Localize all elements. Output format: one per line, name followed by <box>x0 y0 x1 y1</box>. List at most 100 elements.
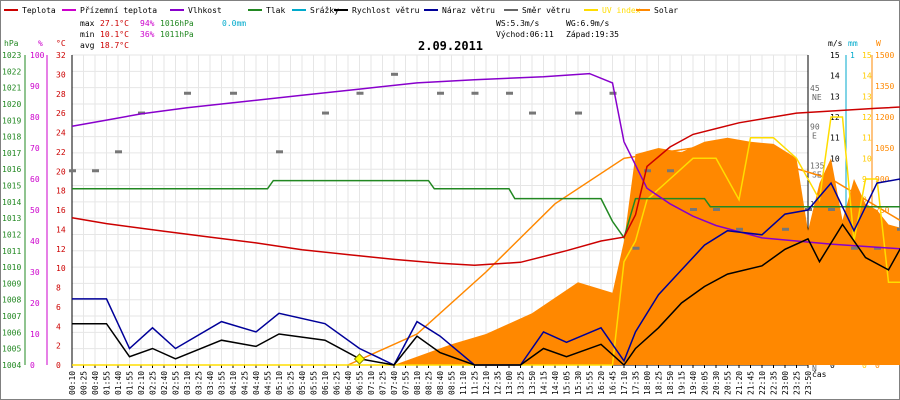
temp-tick-label: 6 <box>56 303 61 312</box>
wind-dir-mark <box>529 111 536 115</box>
temp-tick-label: 24 <box>56 129 66 138</box>
legend-label: Vlhkost <box>188 6 222 15</box>
x-tick-label: 04:25 <box>241 371 250 395</box>
sunset-stat: Západ:19:35 <box>566 30 619 39</box>
x-tick-label: 08:40 <box>436 371 445 395</box>
uv-tick-label: 14 <box>862 72 872 81</box>
x-tick-label: 16:45 <box>609 371 618 395</box>
hpa-tick-label: 1005 <box>2 345 21 354</box>
wind-gust-stat: WG:6.9m/s <box>566 19 610 28</box>
hum-tick-label: 10 <box>30 330 40 339</box>
legend-label: Směr větru <box>522 6 570 15</box>
w-tick-label: 1350 <box>875 82 894 91</box>
pressure-line <box>72 179 900 240</box>
x-tick-label: 23:00 <box>781 371 790 395</box>
x-tick-label: 04:40 <box>252 371 261 395</box>
min-hum: 36% <box>140 30 155 39</box>
temp-tick-label: 4 <box>56 322 61 331</box>
x-tick-label: 17:10 <box>620 371 629 395</box>
legend-label: Solar <box>654 6 678 15</box>
hpa-tick-label: 1008 <box>2 296 21 305</box>
hpa-tick-label: 1020 <box>2 100 21 109</box>
wind-gust-line <box>72 178 900 366</box>
x-tick-label: 07:25 <box>379 371 388 395</box>
x-tick-label: 08:10 <box>413 371 422 395</box>
hum-tick-label: 90 <box>30 82 40 91</box>
x-tick-label: 12:10 <box>482 371 491 395</box>
sun-marker <box>353 353 366 365</box>
max-press: 1016hPa <box>160 19 194 28</box>
dir-tick-name: N <box>812 364 817 373</box>
x-axis-label: čas <box>812 369 827 379</box>
wind-dir-mark <box>322 111 329 115</box>
wind-dir-mark <box>437 91 444 95</box>
wind-dir-mark <box>276 150 283 154</box>
hum-tick-label: 80 <box>30 113 40 122</box>
x-tick-label: 03:40 <box>206 371 215 395</box>
x-tick-label: 11:25 <box>471 371 480 395</box>
uv-tick-label: 8 <box>862 196 867 205</box>
x-tick-label: 20:05 <box>701 371 710 395</box>
temp-tick-label: 28 <box>56 90 66 99</box>
wind-dir-mark <box>230 91 237 95</box>
x-tick-label: 05:10 <box>275 371 284 395</box>
uv-tick-label: 13 <box>862 92 872 101</box>
x-tick-label: 15:05 <box>563 371 572 395</box>
temperature-line <box>71 106 900 266</box>
x-tick-label: 11:10 <box>459 371 468 395</box>
ms-tick-label: 15 <box>830 51 840 60</box>
wind-dir-mark <box>736 227 743 231</box>
hpa-tick-label: 1019 <box>2 116 21 125</box>
hpa-tick-label: 1006 <box>2 328 21 337</box>
x-tick-label: 18:25 <box>655 371 664 395</box>
legend: Teplota Přízemní teplota Vlhkost Tlak Srážky… <box>4 6 678 15</box>
x-tick-label: 06:10 <box>321 371 330 395</box>
wind-dir-mark <box>632 246 640 250</box>
wind-dir-mark <box>471 91 479 95</box>
hpa-tick-label: 1004 <box>2 361 21 370</box>
min-label: min <box>80 30 95 39</box>
temp-tick-label: 32 <box>56 51 66 60</box>
temp-tick-label: 16 <box>56 206 66 215</box>
x-tick-label: 06:40 <box>344 371 353 395</box>
x-tick-label: 15:30 <box>574 371 583 395</box>
uv-tick-label: 10 <box>862 154 872 163</box>
ms-tick-label: 10 <box>830 154 840 163</box>
x-tick-label: 01:55 <box>103 371 112 395</box>
temp-tick-label: 12 <box>56 245 66 254</box>
x-tick-label: 18:50 <box>666 371 675 395</box>
x-tick-label: 00:40 <box>91 371 100 395</box>
max-hum: 94% <box>140 19 155 28</box>
uv-tick-label: 12 <box>862 113 872 122</box>
wind-dir-mark <box>92 169 99 173</box>
x-tick-label: 01:40 <box>114 371 123 395</box>
hpa-tick-label: 1018 <box>2 133 21 142</box>
x-tick-label: 15:55 <box>586 371 595 395</box>
x-tick-label: 00:25 <box>80 371 89 395</box>
wind-dir-mark <box>851 246 858 250</box>
x-tick-label: 07:55 <box>402 371 411 395</box>
hum-tick-label: 30 <box>30 268 40 277</box>
w-tick-label: 1050 <box>875 144 894 153</box>
temp-tick-label: 22 <box>56 148 66 157</box>
hpa-tick-label: 1007 <box>2 312 21 321</box>
temp-tick-label: 2 <box>56 342 61 351</box>
x-tick-label: 03:10 <box>183 371 192 395</box>
x-tick-label: 07:10 <box>367 371 376 395</box>
legend-label: UV index <box>602 6 641 15</box>
min-press: 1011hPa <box>160 30 194 39</box>
humidity-line <box>71 72 900 250</box>
x-tick-label: 13:25 <box>517 371 526 395</box>
x-tick-label: 14:15 <box>540 371 549 395</box>
x-tick-label: 14:40 <box>551 371 560 395</box>
x-tick-label: 04:55 <box>264 371 273 395</box>
x-tick-label: 13:00 <box>505 371 514 395</box>
x-tick-label: 05:55 <box>310 371 319 395</box>
temp-tick-label: 26 <box>56 109 66 118</box>
wind-dir-mark <box>782 227 789 231</box>
x-tick-label: 12:35 <box>494 371 503 395</box>
hum-tick-label: 50 <box>30 206 40 215</box>
x-tick-label: 08:55 <box>448 371 457 395</box>
hpa-tick-label: 1010 <box>2 263 21 272</box>
x-tick-label: 06:55 <box>356 371 365 395</box>
